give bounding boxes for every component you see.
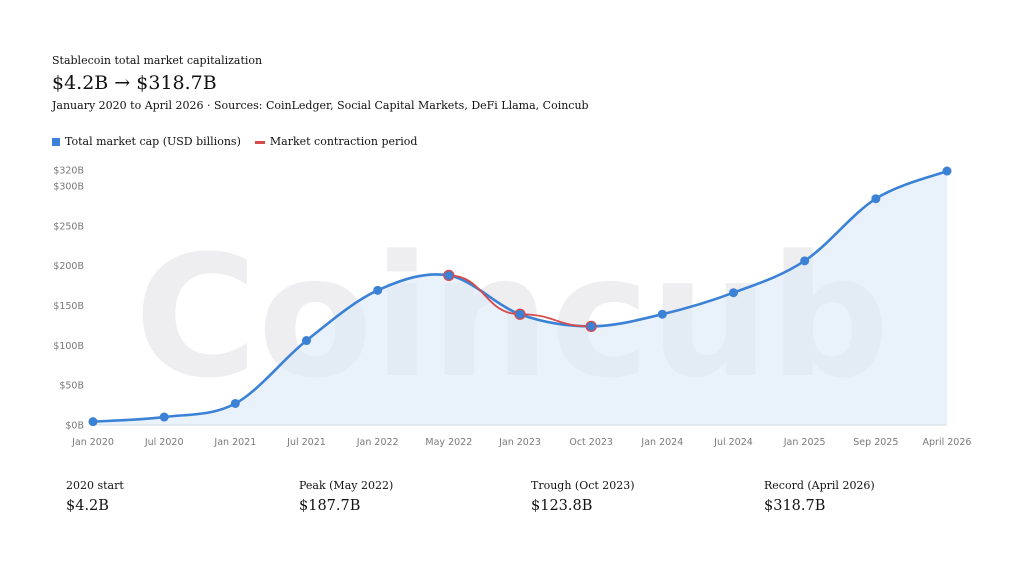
- stat-trough: Trough (Oct 2023) $123.8B: [531, 479, 751, 515]
- y-tick-label: $100B: [53, 341, 84, 352]
- legend-swatch-red: [254, 140, 265, 144]
- x-tick-label: April 2026: [923, 437, 972, 448]
- x-tick-label: Jul 2020: [144, 437, 184, 448]
- stat-peak: Peak (May 2022) $187.7B: [299, 479, 519, 515]
- stat-record: Record (April 2026) $318.7B: [764, 479, 984, 515]
- chart-subtitle: Stablecoin total market capitalization: [52, 54, 263, 67]
- data-point: [159, 412, 169, 422]
- legend-swatch-blue: [52, 138, 60, 146]
- y-tick-label: $250B: [53, 221, 84, 232]
- stat-label: Peak (May 2022): [299, 479, 394, 492]
- stat-start: 2020 start $4.2B: [66, 479, 286, 515]
- chart-legend: Total market cap (USD billions) Market c…: [52, 135, 431, 149]
- y-tick-label: $320B: [53, 166, 84, 177]
- chart-headline: $4.2B → $318.7B: [52, 72, 217, 94]
- legend-item-total-market-cap: Total market cap (USD billions): [52, 135, 241, 149]
- stat-value: $187.7B: [299, 498, 361, 514]
- x-tick-label: Sep 2025: [853, 437, 898, 448]
- x-tick-label: Jan 2024: [640, 437, 683, 448]
- data-point: [871, 194, 881, 204]
- x-tick-label: Jul 2021: [286, 437, 326, 448]
- stat-label: 2020 start: [66, 479, 124, 492]
- data-point: [302, 336, 311, 346]
- data-point: [443, 269, 455, 282]
- data-point: [800, 256, 810, 266]
- area-fill: [93, 171, 947, 425]
- stat-label: Record (April 2026): [764, 479, 875, 492]
- data-point: [514, 308, 526, 320]
- y-tick-label: $200B: [53, 261, 84, 272]
- x-tick-label: May 2022: [425, 437, 472, 448]
- x-tick-label: Jan 2021: [213, 437, 256, 448]
- x-tick-label: Jan 2025: [783, 437, 826, 448]
- chart-caption: January 2020 to April 2026 · Sources: Co…: [52, 99, 589, 112]
- legend-label: Total market cap (USD billions): [65, 135, 241, 148]
- x-tick-label: Jan 2023: [498, 437, 541, 448]
- data-point: [230, 398, 240, 408]
- y-tick-label: $50B: [59, 381, 84, 392]
- stat-value: $123.8B: [531, 498, 593, 514]
- y-tick-label: $300B: [53, 181, 84, 192]
- stat-label: Trough (Oct 2023): [531, 479, 635, 492]
- x-tick-label: Jan 2022: [356, 437, 399, 448]
- x-tick-label: Oct 2023: [569, 437, 613, 448]
- data-point: [729, 288, 738, 298]
- stat-value: $4.2B: [66, 498, 109, 514]
- data-point: [942, 166, 952, 176]
- data-point: [585, 320, 597, 332]
- stat-value: $318.7B: [764, 498, 826, 514]
- y-tick-label: $150B: [53, 301, 84, 312]
- summary-stats: 2020 start $4.2B Peak (May 2022) $187.7B…: [66, 479, 1006, 519]
- data-point: [657, 309, 667, 319]
- x-tick-label: Jul 2024: [713, 437, 753, 448]
- legend-label: Market contraction period: [269, 135, 418, 148]
- legend-item-contraction: Market contraction period: [254, 135, 418, 149]
- y-tick-label: $0B: [65, 421, 84, 432]
- x-tick-label: Jan 2020: [71, 437, 114, 448]
- data-point: [88, 417, 98, 427]
- data-point: [373, 285, 383, 295]
